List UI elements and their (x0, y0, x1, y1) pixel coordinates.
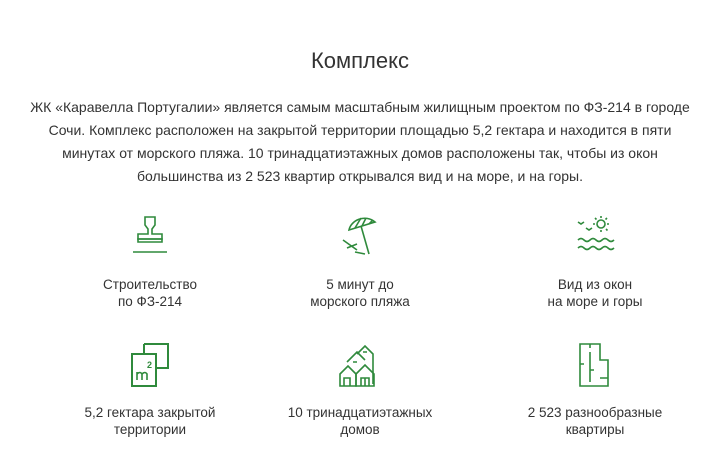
feature-apartments: 2 523 разнообразные квартиры (485, 340, 705, 438)
feature-label: 5,2 гектара закрытой (84, 405, 216, 420)
sea-view-icon (577, 216, 615, 251)
area-m2-icon: 2 (131, 343, 169, 387)
feature-construction: Строительство по ФЗ-214 (40, 212, 260, 310)
section-description: ЖК «Каравелла Португалии» является самым… (30, 99, 690, 184)
feature-label: по ФЗ-214 (117, 294, 182, 309)
houses-icon (339, 344, 375, 387)
feature-label: домов (340, 422, 380, 437)
feature-label: Строительство (103, 277, 197, 292)
stamp-icon (133, 216, 167, 253)
feature-label: Вид из окон (557, 277, 633, 292)
feature-view: Вид из окон на море и горы (485, 212, 705, 310)
feature-label: территории (113, 422, 187, 437)
feature-area: 2 5,2 гектара закрытой территории (40, 340, 260, 438)
feature-label: морского пляжа (310, 294, 410, 309)
svg-text:2: 2 (147, 360, 152, 370)
feature-label: квартиры (565, 422, 625, 437)
feature-houses: 10 тринадцатиэтажных домов (250, 340, 470, 438)
feature-label: 10 тринадцатиэтажных (287, 405, 433, 420)
floor-plan-icon (579, 343, 609, 387)
section-title: Комплекс (310, 48, 410, 73)
feature-label: на море и горы (547, 294, 643, 309)
feature-label: 2 523 разнообразные (527, 405, 663, 420)
beach-umbrella-icon (342, 217, 377, 255)
feature-beach: 5 минут до морского пляжа (250, 212, 470, 310)
feature-label: 5 минут до (326, 277, 394, 292)
